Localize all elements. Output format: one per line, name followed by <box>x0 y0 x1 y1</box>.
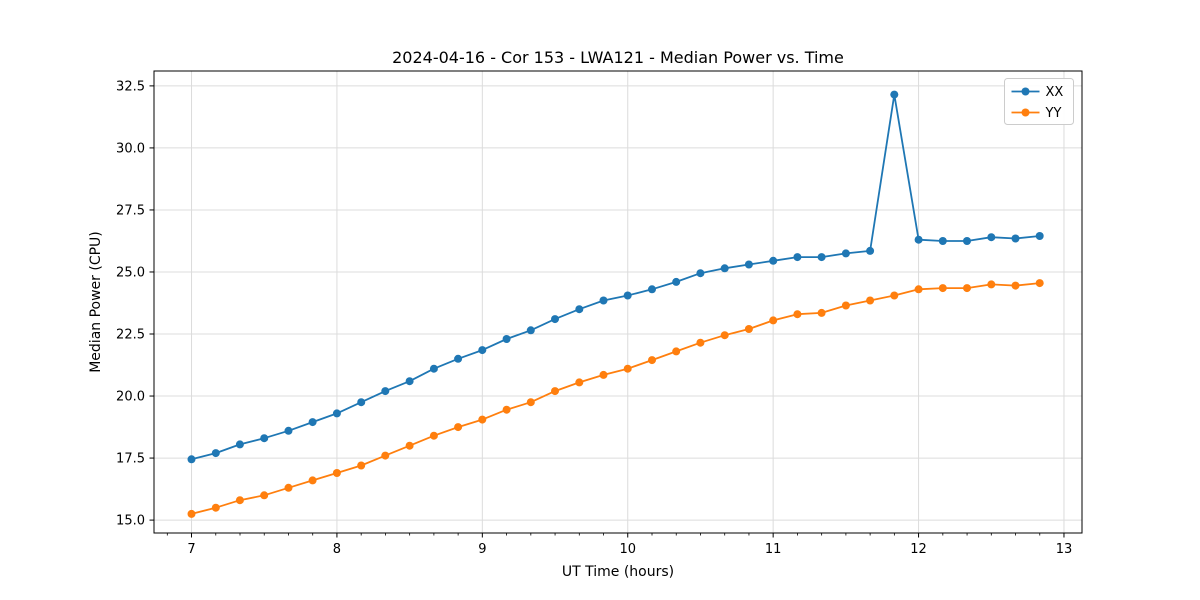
series-marker-YY <box>332 469 341 477</box>
series-marker-YY <box>502 405 511 414</box>
y-tick-label: 20.0 <box>116 390 145 405</box>
series-marker-YY <box>284 483 293 492</box>
series-marker-XX <box>357 398 366 407</box>
series-marker-XX <box>575 305 584 314</box>
series-marker-YY <box>938 284 947 293</box>
series-marker-XX <box>817 253 826 262</box>
series-marker-YY <box>817 308 826 317</box>
series-marker-XX <box>866 246 875 255</box>
x-tick-label: 13 <box>1056 542 1073 557</box>
legend-label-YY: YY <box>1045 106 1062 121</box>
series-marker-XX <box>284 426 293 435</box>
series-marker-XX <box>696 269 705 278</box>
x-tick-label: 7 <box>187 542 195 557</box>
series-marker-YY <box>841 301 850 310</box>
y-tick-label: 22.5 <box>116 328 145 343</box>
series-marker-YY <box>526 398 535 407</box>
series-marker-YY <box>429 431 438 440</box>
chart-title: 2024-04-16 - Cor 153 - LWA121 - Median P… <box>392 48 844 67</box>
series-marker-XX <box>793 253 802 262</box>
series-marker-YY <box>648 356 656 365</box>
series-marker-XX <box>454 354 463 363</box>
series-marker-YY <box>235 496 244 505</box>
series-marker-XX <box>1035 232 1044 240</box>
series-marker-XX <box>381 387 390 396</box>
y-tick-label: 30.0 <box>116 141 145 156</box>
series-marker-YY <box>914 285 923 294</box>
series-marker-YY <box>987 280 996 289</box>
series-marker-XX <box>429 364 438 373</box>
series-marker-XX <box>672 277 681 286</box>
series-marker-YY <box>890 291 899 300</box>
y-tick-label: 27.5 <box>116 203 145 218</box>
x-tick-label: 9 <box>478 542 486 557</box>
series-marker-YY <box>187 509 196 518</box>
series-marker-YY <box>963 284 971 293</box>
legend-label-XX: XX <box>1046 85 1064 100</box>
legend-marker-YY <box>1021 108 1030 117</box>
series-marker-YY <box>260 491 269 500</box>
series-line-XX <box>191 93 1040 461</box>
series-marker-XX <box>405 377 414 386</box>
series-marker-YY <box>381 451 390 460</box>
x-tick-label: 12 <box>910 542 927 557</box>
series-marker-XX <box>308 418 317 427</box>
series-marker-YY <box>599 370 608 379</box>
series-marker-XX <box>963 237 971 245</box>
series-line-YY <box>191 282 1040 515</box>
series-marker-XX <box>841 249 850 258</box>
series-marker-XX <box>599 296 608 305</box>
series-marker-XX <box>502 335 511 343</box>
series-marker-XX <box>526 326 535 335</box>
series-marker-XX <box>769 256 778 265</box>
series-marker-YY <box>551 387 559 396</box>
series-marker-XX <box>551 315 559 324</box>
series-marker-XX <box>260 434 269 443</box>
plot-frame <box>153 70 1083 534</box>
y-tick-label: 32.5 <box>116 79 145 94</box>
series-marker-XX <box>914 235 923 244</box>
y-tick-label: 15.0 <box>116 514 145 529</box>
series-marker-YY <box>720 331 729 340</box>
series-marker-XX <box>332 409 341 418</box>
series-marker-XX <box>235 440 244 449</box>
series-marker-YY <box>405 441 414 450</box>
series-marker-XX <box>187 455 196 464</box>
series-marker-YY <box>308 476 317 485</box>
series-marker-XX <box>987 233 996 242</box>
series-marker-YY <box>454 423 463 432</box>
series-marker-YY <box>478 415 487 424</box>
x-tick-label: 11 <box>765 542 782 557</box>
series-marker-XX <box>623 291 632 300</box>
series-marker-YY <box>1035 279 1044 288</box>
series-marker-YY <box>744 325 753 333</box>
series-marker-XX <box>938 237 947 245</box>
series-marker-XX <box>744 260 753 269</box>
series-marker-YY <box>623 364 632 373</box>
series-marker-YY <box>793 310 802 319</box>
y-tick-label: 17.5 <box>116 452 145 467</box>
series-marker-XX <box>478 346 487 355</box>
x-axis-label: UT Time (hours) <box>561 564 675 580</box>
series-marker-XX <box>648 285 656 294</box>
x-tick-label: 10 <box>619 542 636 557</box>
series-marker-YY <box>769 316 778 325</box>
series-marker-YY <box>575 378 584 387</box>
legend-marker-XX <box>1021 87 1030 96</box>
series-marker-YY <box>1011 281 1020 290</box>
series-marker-XX <box>1011 234 1020 243</box>
y-tick-label: 25.0 <box>116 265 145 280</box>
series-marker-YY <box>696 338 705 347</box>
x-tick-label: 8 <box>333 542 341 557</box>
series-marker-YY <box>866 296 875 305</box>
series-marker-YY <box>211 503 220 512</box>
series-marker-XX <box>720 264 729 273</box>
series-marker-XX <box>890 90 899 99</box>
series-marker-YY <box>357 461 366 470</box>
series-marker-YY <box>672 347 681 356</box>
series-marker-XX <box>211 449 220 458</box>
